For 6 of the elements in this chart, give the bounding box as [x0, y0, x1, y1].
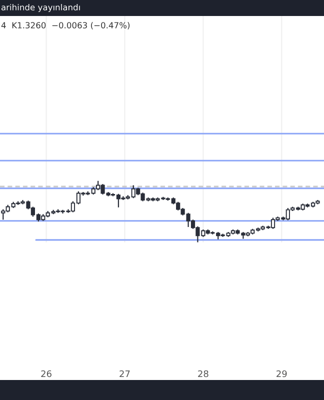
text: 4 K1.3260 −0.0063 (−0.47%): [1, 22, 130, 30]
chart-title: arihinde yayınlandı: [1, 4, 80, 12]
x-tick-label: 29: [276, 370, 287, 378]
x-tick-label: 27: [120, 370, 130, 378]
x-tick-label: 28: [198, 370, 208, 378]
x-tick-label: 26: [41, 370, 52, 378]
